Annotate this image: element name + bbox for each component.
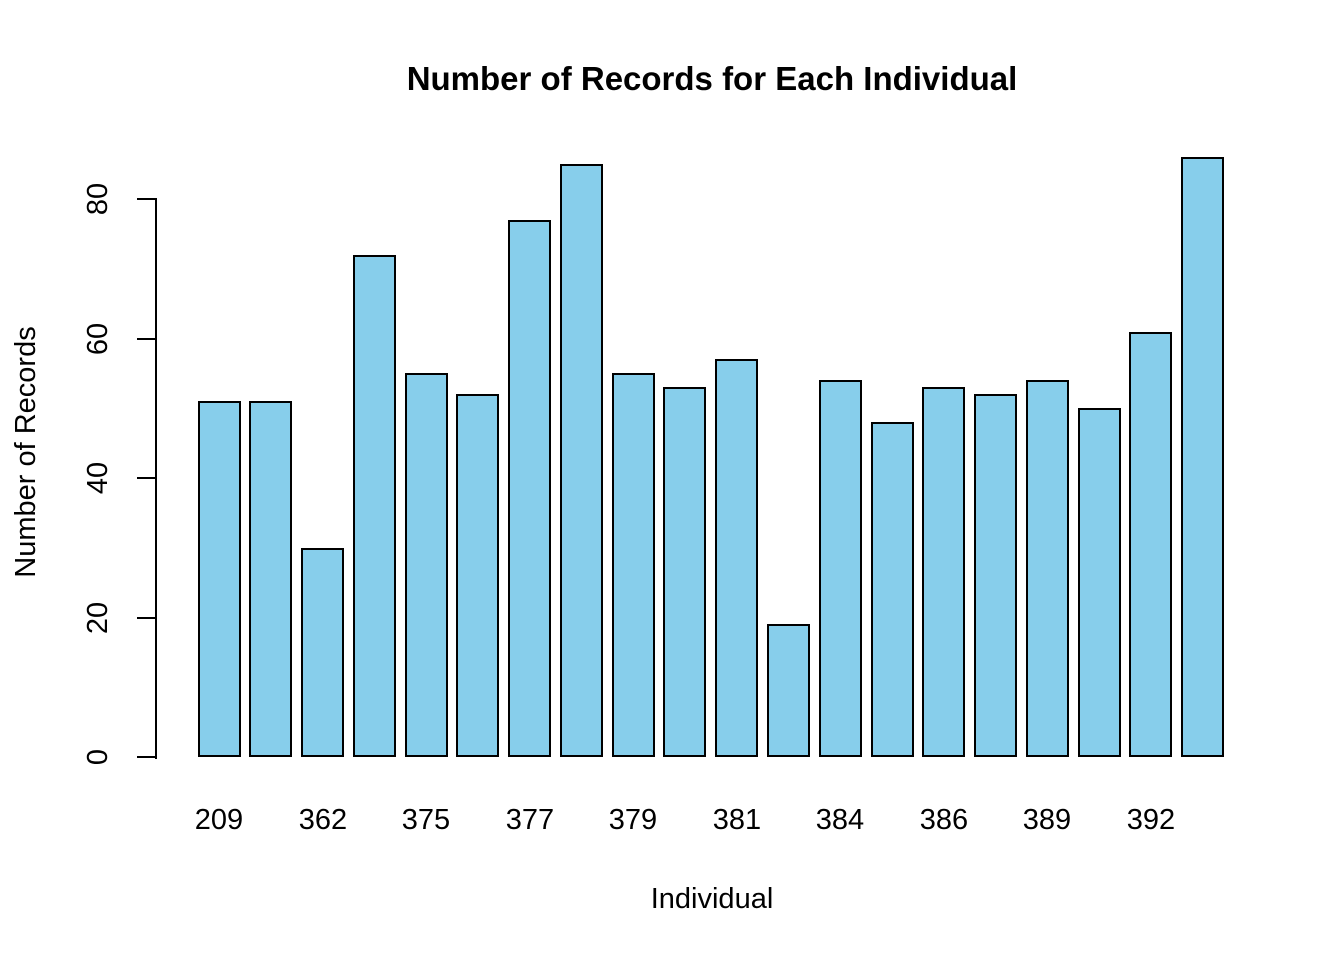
x-tick-label: 389 [1022, 804, 1072, 836]
bar [1078, 408, 1121, 757]
bar [353, 255, 396, 757]
bar [508, 220, 551, 757]
bar [249, 401, 292, 757]
x-tick-label: 209 [194, 804, 244, 836]
y-axis-label: Number of Records [10, 326, 42, 578]
bar [663, 387, 706, 757]
chart-title: Number of Records for Each Individual [406, 60, 1018, 97]
y-axis-line [155, 198, 157, 759]
bar [1181, 157, 1224, 757]
y-tick-label: 20 [82, 601, 114, 635]
bar [301, 548, 344, 757]
y-tick-label: 80 [82, 182, 114, 216]
x-axis-label: Individual [650, 883, 774, 915]
x-tick-label: 386 [919, 804, 969, 836]
x-tick-label: 381 [712, 804, 762, 836]
bar [974, 394, 1017, 757]
x-tick-label: 379 [608, 804, 658, 836]
y-axis-tick [137, 477, 155, 479]
bar [715, 359, 758, 757]
y-axis-tick [137, 198, 155, 200]
y-tick-label: 0 [82, 748, 114, 766]
bar [819, 380, 862, 757]
y-tick-label: 40 [82, 461, 114, 495]
bar [612, 373, 655, 757]
bar [1026, 380, 1069, 757]
y-axis-tick [137, 756, 155, 758]
x-tick-label: 392 [1126, 804, 1176, 836]
x-tick-label: 384 [815, 804, 865, 836]
bar [871, 422, 914, 757]
y-axis-tick [137, 338, 155, 340]
bar [405, 373, 448, 757]
y-axis-tick [137, 617, 155, 619]
bar [560, 164, 603, 757]
bar [767, 624, 810, 757]
y-tick-label: 60 [82, 322, 114, 356]
x-tick-label: 377 [505, 804, 555, 836]
bar [1129, 332, 1172, 757]
bar [456, 394, 499, 757]
x-tick-label: 375 [401, 804, 451, 836]
x-tick-label: 362 [298, 804, 348, 836]
bar [922, 387, 965, 757]
bar [198, 401, 241, 757]
